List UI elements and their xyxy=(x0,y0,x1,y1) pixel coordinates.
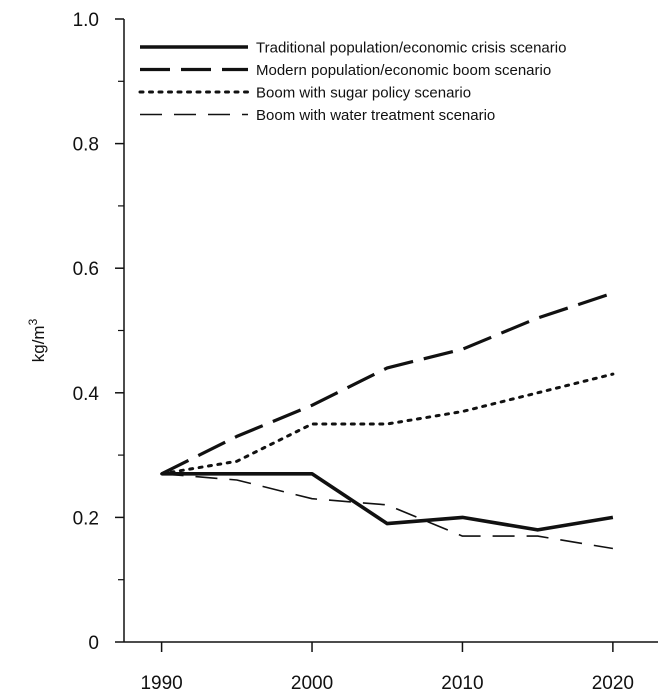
axes: 0 0.2 0.4 0.6 0.8 1.0 1990 2000 2010 2020 xyxy=(73,10,658,694)
y-tick-label: 0.2 xyxy=(73,508,99,529)
series-line-3 xyxy=(160,372,615,476)
series-line-4 xyxy=(161,473,614,550)
legend-label-4: Boom with water treatment scenario xyxy=(256,107,495,124)
series-group xyxy=(160,291,615,550)
x-tick-label: 2020 xyxy=(592,673,634,694)
legend: Traditional population/economic crisis s… xyxy=(138,40,566,124)
series-line-2 xyxy=(160,291,614,476)
x-tick-label: 1990 xyxy=(140,673,182,694)
y-tick-label: 1.0 xyxy=(73,10,99,31)
y-tick-label: 0 xyxy=(88,633,99,654)
y-axis-title-superscript: 3 xyxy=(26,318,40,325)
y-axis-title-unit: kg/m xyxy=(29,325,48,362)
legend-label-3: Boom with sugar policy scenario xyxy=(256,85,471,102)
y-ticks: 0 0.2 0.4 0.6 0.8 1.0 xyxy=(73,10,124,654)
y-axis-title: kg/m3 xyxy=(26,318,48,362)
y-tick-label: 0.6 xyxy=(73,259,99,280)
legend-label-2: Modern population/economic boom scenario xyxy=(256,62,551,79)
series-line-1 xyxy=(161,471,614,532)
x-tick-label: 2010 xyxy=(441,673,483,694)
legend-label-1: Traditional population/economic crisis s… xyxy=(256,40,566,57)
y-tick-label: 0.4 xyxy=(73,384,100,405)
y-tick-label: 0.8 xyxy=(73,135,99,156)
x-ticks: 1990 2000 2010 2020 xyxy=(140,642,634,694)
x-tick-label: 2000 xyxy=(291,673,333,694)
